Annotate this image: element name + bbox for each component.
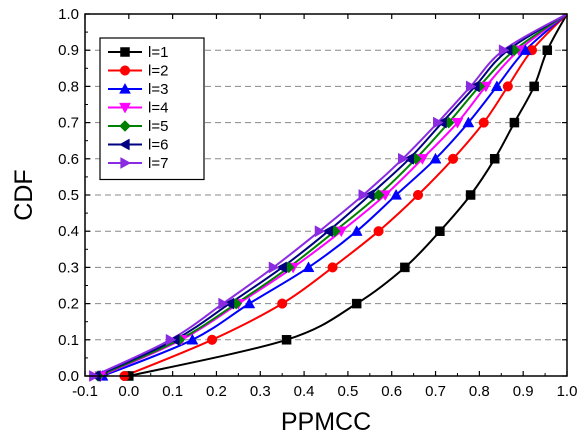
data-point-3 (490, 80, 503, 92)
y-axis-title: CDF (10, 169, 38, 220)
x-tick-label: 0.9 (513, 383, 534, 400)
y-tick-label: 0.6 (58, 151, 79, 168)
data-point-3 (519, 44, 532, 55)
data-point-2 (207, 334, 218, 345)
legend: l=1 l=2l=3 l=4l=5 l=6l=7 (99, 37, 205, 181)
data-point-7 (498, 44, 510, 57)
x-tick-label: 0.4 (294, 383, 315, 400)
data-point-7 (268, 261, 280, 274)
data-point-1 (281, 335, 292, 345)
x-tick-label: -0.1 (72, 383, 98, 400)
data-point-3 (186, 333, 199, 345)
data-point-7 (218, 297, 230, 310)
data-point-1 (542, 45, 553, 55)
data-point-3 (429, 152, 442, 164)
data-point-1 (351, 298, 362, 309)
x-axis-title: PPMCC (281, 408, 371, 436)
data-point-1 (465, 190, 476, 200)
data-point-7 (358, 189, 370, 201)
data-point-7 (314, 225, 326, 238)
series-line-4 (99, 13, 568, 377)
legend-marker (119, 65, 131, 76)
x-tick-label: 0.1 (162, 383, 183, 400)
data-point-6 (276, 261, 287, 274)
x-tick-label: 0.2 (206, 383, 227, 400)
data-point-3 (462, 116, 475, 128)
data-point-2 (448, 153, 459, 164)
data-point-2 (478, 117, 489, 128)
data-point-2 (277, 298, 288, 309)
tick-labels: 0.00.10.20.30.40.50.60.70.80.91.0-0.1 0.0… (58, 6, 577, 400)
data-point-6 (363, 189, 375, 201)
data-point-2 (373, 226, 384, 237)
series-markers (89, 44, 553, 383)
data-point-2 (502, 81, 513, 92)
data-point-2 (327, 262, 338, 273)
data-point-7 (465, 80, 477, 93)
data-point-6 (403, 152, 414, 165)
data-point-1 (529, 81, 539, 92)
x-tick-label: 1.0 (557, 383, 578, 400)
legend-label: l=1 (148, 44, 168, 61)
data-point-7 (165, 333, 177, 346)
legend-marker (119, 82, 131, 94)
y-tick-label: 1.0 (58, 6, 79, 23)
y-tick-label: 0.5 (58, 187, 79, 204)
x-tick-label: 0.8 (469, 383, 490, 400)
legend-label: l=2 (148, 63, 168, 80)
data-point-3 (390, 188, 403, 200)
legend-label: l=5 (148, 118, 168, 135)
y-tick-label: 0.9 (58, 42, 79, 59)
data-point-6 (322, 225, 333, 238)
data-point-3 (302, 261, 315, 273)
data-point-1 (435, 226, 445, 236)
data-point-3 (350, 225, 363, 236)
y-tick-label: 0.7 (58, 115, 79, 132)
legend-label: l=7 (148, 155, 168, 172)
y-tick-label: 0.2 (58, 296, 79, 313)
data-point-7 (398, 152, 409, 165)
y-tick-label: 0.1 (58, 332, 79, 349)
data-point-4 (451, 117, 464, 129)
data-point-1 (509, 117, 520, 128)
data-point-2 (412, 189, 424, 201)
series-line-1 (128, 13, 568, 377)
axis-ticks (84, 13, 568, 377)
y-tick-label: 0.4 (58, 223, 79, 240)
data-point-1 (489, 154, 500, 164)
x-tick-label: 0.3 (250, 383, 271, 400)
data-point-6 (223, 297, 235, 310)
legend-marker (120, 157, 132, 169)
y-tick-label: 0.8 (58, 78, 79, 95)
legend-marker (119, 120, 131, 132)
x-tick-label: 0.6 (381, 383, 402, 400)
legend-label: l=3 (148, 81, 168, 98)
data-point-3 (243, 297, 256, 309)
y-tick-label: 0.3 (58, 259, 79, 276)
legend-label: l=4 (148, 100, 168, 117)
legend-box (99, 37, 205, 181)
legend-marker (119, 102, 131, 114)
legend-marker (120, 47, 130, 57)
legend-marker (118, 138, 130, 151)
legend-label: l=6 (148, 137, 168, 154)
x-tick-label: 0.7 (425, 383, 446, 400)
x-tick-label: 0.5 (337, 383, 358, 400)
y-tick-label: 0.0 (58, 368, 79, 385)
data-point-5 (372, 189, 385, 201)
x-tick-label: 0.0 (118, 383, 139, 400)
data-point-1 (400, 262, 410, 273)
data-point-7 (433, 116, 444, 129)
